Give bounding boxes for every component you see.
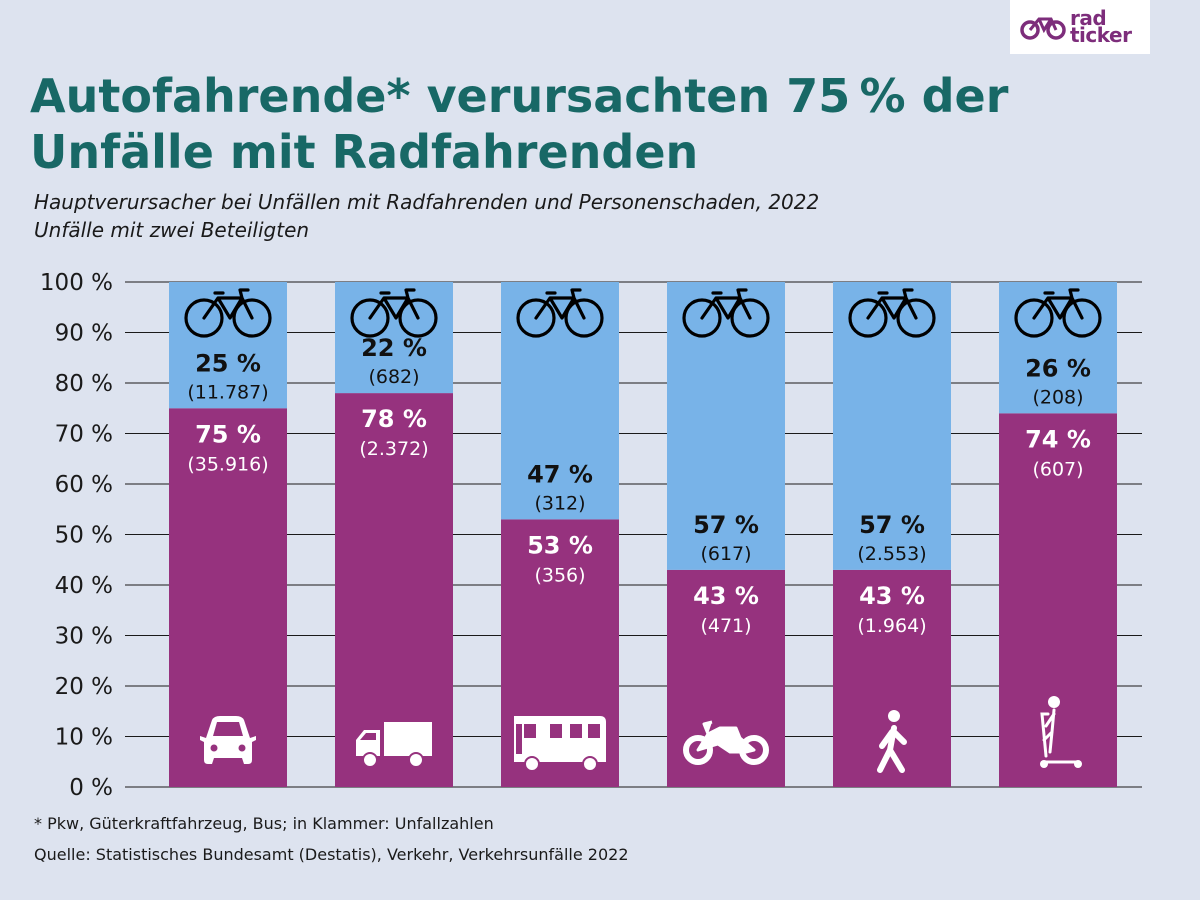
y-tick-label: 50 %: [55, 523, 113, 549]
label-other-percent: 43 %: [693, 582, 759, 610]
label-other-count: (35.916): [187, 453, 268, 475]
label-cyclist-count: (617): [700, 543, 751, 565]
bar-cyclist: [169, 282, 287, 409]
label-cyclist-percent: 25 %: [195, 349, 261, 377]
label-cyclist-percent: 57 %: [859, 511, 925, 539]
y-tick-label: 40 %: [55, 573, 113, 599]
bar-cyclist: [999, 282, 1117, 414]
bar-other: [335, 393, 453, 787]
label-cyclist-percent: 47 %: [527, 460, 593, 488]
pedestrian-icon: [877, 710, 907, 773]
label-cyclist-percent: 26 %: [1025, 354, 1091, 382]
label-cyclist-count: (208): [1032, 386, 1083, 408]
motorcycle-icon: [683, 720, 769, 765]
y-tick-label: 90 %: [55, 321, 113, 347]
logo-text-line2: ticker: [1070, 23, 1132, 47]
label-other-count: (1.964): [857, 615, 926, 637]
bicycle-icon: [848, 288, 936, 338]
logo-text: rad ticker: [1070, 6, 1132, 47]
bar-cyclist: [335, 282, 453, 394]
label-cyclist-percent: 22 %: [361, 334, 427, 362]
y-tick-label: 10 %: [55, 725, 113, 751]
label-cyclist-count: (11.787): [187, 381, 268, 403]
source-note: Quelle: Statistisches Bundesamt (Destati…: [34, 845, 629, 864]
label-other-percent: 43 %: [859, 582, 925, 610]
bicycle-icon: [350, 288, 438, 338]
label-other-percent: 74 %: [1025, 425, 1091, 453]
footnote: * Pkw, Güterkraftfahrzeug, Bus; in Klamm…: [34, 814, 494, 833]
bicycle-icon: [516, 288, 604, 338]
y-tick-label: 80 %: [55, 371, 113, 397]
y-tick-label: 30 %: [55, 624, 113, 650]
bar-other: [999, 413, 1117, 787]
logo-text-line1: rad: [1070, 6, 1107, 30]
label-other-count: (356): [534, 564, 585, 586]
y-tick-label: 20 %: [55, 674, 113, 700]
label-other-count: (471): [700, 615, 751, 637]
label-other-count: (607): [1032, 458, 1083, 480]
chart-subtitle: Hauptverursacher bei Unfällen mit Radfah…: [34, 188, 819, 244]
label-other-count: (2.372): [359, 438, 428, 460]
label-cyclist-count: (682): [368, 366, 419, 388]
truck-icon: [356, 722, 432, 768]
page-title: Autofahrende* verursachten 75 % der Unfä…: [30, 69, 1009, 179]
radticker-logo: rad ticker: [1010, 0, 1150, 54]
label-other-percent: 78 %: [361, 405, 427, 433]
y-tick-label: 0 %: [69, 775, 113, 801]
label-other-percent: 75 %: [195, 420, 261, 448]
logo-bicycle-icon: [1020, 17, 1066, 40]
label-other-percent: 53 %: [527, 531, 593, 559]
label-cyclist-count: (2.553): [857, 543, 926, 565]
scooter-icon: [1040, 696, 1082, 768]
bus-icon: [514, 716, 606, 772]
subtitle-line1: Hauptverursacher bei Unfällen mit Radfah…: [34, 190, 820, 214]
subtitle-line2: Unfälle mit zwei Beteiligten: [34, 218, 310, 242]
car-icon: [200, 716, 256, 764]
y-tick-label: 70 %: [55, 422, 113, 448]
y-tick-label: 60 %: [55, 472, 113, 498]
bicycle-icon: [184, 288, 272, 338]
bicycle-icon: [1014, 288, 1102, 338]
bar-cyclist: [501, 282, 619, 520]
label-cyclist-count: (312): [534, 492, 585, 514]
bicycle-icon: [682, 288, 770, 338]
y-tick-label: 100 %: [40, 270, 113, 296]
label-cyclist-percent: 57 %: [693, 511, 759, 539]
